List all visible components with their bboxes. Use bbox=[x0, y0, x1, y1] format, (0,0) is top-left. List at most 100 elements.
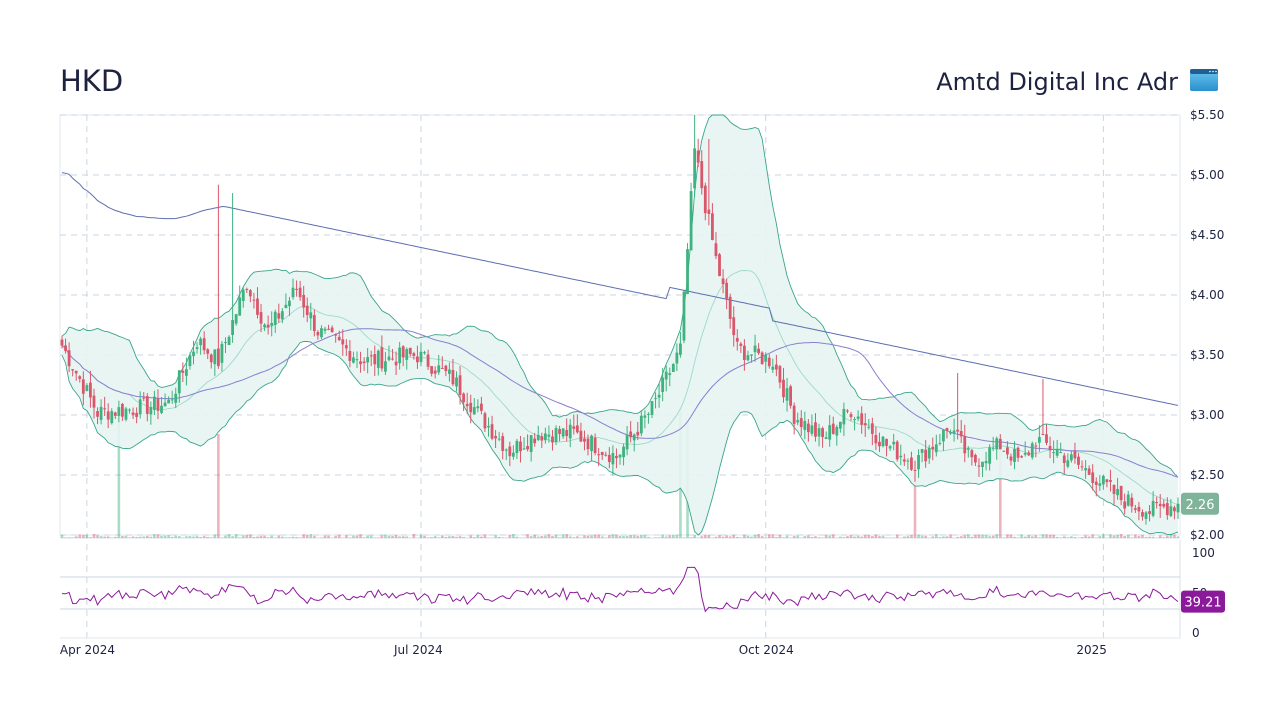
candle bbox=[519, 435, 522, 463]
candle bbox=[860, 406, 864, 434]
volume-bar bbox=[938, 537, 942, 538]
candle bbox=[885, 438, 888, 457]
candle bbox=[803, 411, 807, 440]
candle bbox=[1084, 460, 1087, 479]
candle bbox=[220, 340, 224, 372]
price-tick-label: $3.00 bbox=[1190, 408, 1224, 422]
candle bbox=[732, 306, 736, 347]
volume-bar bbox=[352, 535, 355, 538]
candle bbox=[1105, 479, 1109, 488]
candle bbox=[568, 419, 572, 448]
candle bbox=[831, 416, 835, 435]
volume-bar bbox=[906, 535, 910, 538]
volume-bar bbox=[423, 535, 426, 538]
candle bbox=[721, 269, 725, 294]
volume-bar bbox=[718, 534, 721, 538]
candle bbox=[508, 441, 512, 467]
volume-bar bbox=[1062, 536, 1066, 538]
candle bbox=[888, 444, 892, 451]
candle bbox=[423, 350, 426, 355]
candle bbox=[167, 396, 171, 404]
candle bbox=[671, 363, 675, 373]
volume-bar bbox=[238, 537, 242, 538]
candle bbox=[558, 425, 561, 442]
volume-bar bbox=[782, 537, 785, 538]
volume-bar bbox=[963, 535, 967, 538]
volume-bar bbox=[988, 536, 991, 538]
volume-bar bbox=[362, 537, 366, 538]
candle bbox=[856, 410, 860, 422]
volume-bar bbox=[920, 535, 924, 538]
rsi-tick-label: 100 bbox=[1192, 546, 1215, 560]
volume-bar bbox=[249, 534, 252, 538]
volume-bar bbox=[568, 536, 572, 538]
candle bbox=[927, 444, 931, 464]
volume-bar bbox=[494, 535, 497, 538]
candle bbox=[835, 424, 839, 446]
volume-bar bbox=[174, 535, 178, 538]
candle bbox=[106, 403, 110, 429]
volume-bar bbox=[995, 534, 999, 538]
volume-bar bbox=[554, 534, 558, 538]
volume-bar bbox=[67, 537, 71, 538]
candle bbox=[515, 438, 519, 459]
volume-bar bbox=[600, 536, 604, 538]
candle bbox=[259, 304, 263, 333]
candle bbox=[270, 311, 274, 337]
candle bbox=[103, 396, 107, 417]
candle bbox=[288, 296, 291, 317]
volume-bar bbox=[1084, 535, 1087, 538]
candle bbox=[792, 402, 796, 435]
candle bbox=[145, 393, 149, 422]
candle bbox=[799, 410, 803, 436]
volume-bar bbox=[1166, 535, 1169, 538]
candle bbox=[771, 358, 775, 373]
volume-bar bbox=[1013, 536, 1016, 538]
candle bbox=[956, 373, 960, 440]
candle bbox=[774, 354, 778, 377]
candle bbox=[355, 351, 359, 369]
volume-bar bbox=[590, 535, 593, 538]
candle bbox=[977, 458, 981, 477]
volume-bar bbox=[728, 536, 732, 538]
volume-bar bbox=[942, 536, 945, 538]
candle bbox=[881, 435, 885, 448]
candle bbox=[984, 451, 988, 471]
candle bbox=[266, 315, 270, 335]
candle bbox=[67, 342, 71, 373]
candle bbox=[878, 432, 881, 452]
candle bbox=[789, 384, 792, 409]
candle bbox=[131, 407, 135, 419]
candle bbox=[1151, 491, 1155, 518]
volume-bar bbox=[871, 536, 874, 538]
candle bbox=[490, 415, 494, 441]
volume-bar bbox=[732, 534, 736, 538]
candle bbox=[579, 422, 583, 443]
candle bbox=[863, 413, 867, 437]
volume-bar bbox=[345, 535, 348, 538]
candle bbox=[622, 443, 625, 466]
volume-bar bbox=[355, 535, 359, 538]
price-tick-label: $5.00 bbox=[1190, 168, 1224, 182]
candle bbox=[149, 401, 153, 425]
volume-bar bbox=[334, 535, 337, 538]
candle bbox=[170, 390, 174, 404]
volume-bar bbox=[277, 535, 281, 538]
price-tick-label: $4.50 bbox=[1190, 228, 1224, 242]
candle bbox=[245, 287, 249, 294]
candle bbox=[757, 343, 761, 356]
candle bbox=[838, 421, 842, 433]
volume-bar bbox=[231, 536, 234, 538]
volume-bar bbox=[576, 536, 579, 538]
candle bbox=[497, 431, 501, 442]
candle bbox=[316, 330, 320, 340]
volume-bar bbox=[622, 535, 625, 538]
volume-bar bbox=[156, 534, 160, 538]
candle bbox=[1016, 446, 1020, 462]
candle bbox=[128, 408, 131, 414]
candle bbox=[458, 366, 462, 405]
candle bbox=[981, 461, 984, 477]
volume-bar bbox=[1023, 536, 1027, 538]
candle bbox=[376, 349, 380, 376]
